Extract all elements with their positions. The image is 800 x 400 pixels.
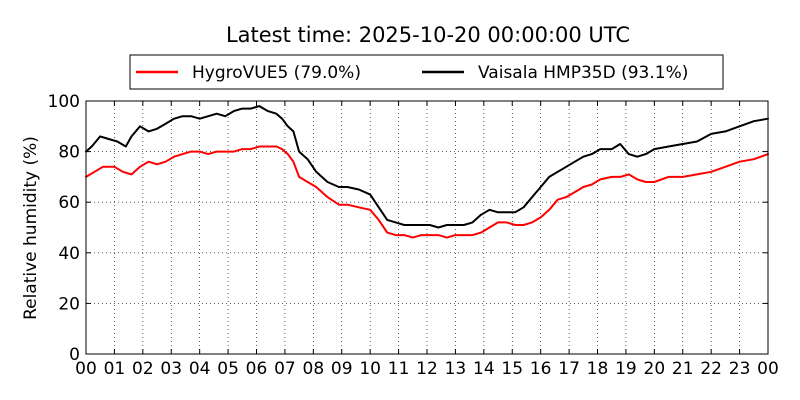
x-tick-label-10: 10 <box>359 359 381 379</box>
x-tick-label-4: 04 <box>189 359 211 379</box>
y-tick-label-3: 60 <box>58 193 80 213</box>
legend-label-hygrovue5: HygroVUE5 (79.0%) <box>192 63 361 83</box>
x-tick-label-5: 05 <box>217 359 239 379</box>
x-tick-label-23: 23 <box>729 359 751 379</box>
legend: HygroVUE5 (79.0%) Vaisala HMP35D (93.1%) <box>129 54 724 90</box>
y-tick-label-4: 80 <box>58 143 80 163</box>
y-tick-label-2: 40 <box>58 244 80 264</box>
x-tick-label-7: 07 <box>274 359 296 379</box>
x-tick-label-24: 00 <box>757 359 779 379</box>
x-tick-label-22: 22 <box>700 359 722 379</box>
x-tick-label-18: 18 <box>587 359 609 379</box>
y-tick-label-5: 100 <box>48 92 80 112</box>
x-tick-label-8: 08 <box>303 359 325 379</box>
x-tick-label-19: 19 <box>615 359 637 379</box>
legend-label-vaisala: Vaisala HMP35D (93.1%) <box>478 63 688 83</box>
x-tick-label-6: 06 <box>246 359 268 379</box>
y-axis-label: Relative humidity (%) <box>21 136 41 320</box>
x-tick-label-2: 02 <box>132 359 154 379</box>
x-tick-label-3: 03 <box>160 359 182 379</box>
y-tick-label-1: 20 <box>58 294 80 314</box>
y-tick-label-0: 0 <box>69 345 80 365</box>
series-line-hygrovue5 <box>85 145 769 239</box>
grid <box>86 101 768 354</box>
axis-ticks: 00 01 02 03 04 05 06 07 08 09 10 11 12 13 14 15 16 17 18 19… <box>48 92 779 379</box>
x-tick-label-21: 21 <box>672 359 694 379</box>
x-tick-label-16: 16 <box>530 359 552 379</box>
x-tick-label-0: 00 <box>75 359 97 379</box>
x-tick-label-12: 12 <box>416 359 438 379</box>
series-line-vaisala-hmp35d <box>85 105 769 229</box>
x-tick-label-9: 09 <box>331 359 353 379</box>
x-tick-label-20: 20 <box>644 359 666 379</box>
x-tick-label-11: 11 <box>388 359 410 379</box>
series-lines <box>85 105 769 239</box>
chart-title: Latest time: 2025-10-20 00:00:00 UTC <box>226 23 630 47</box>
x-tick-label-13: 13 <box>445 359 467 379</box>
plot-frame <box>85 100 769 355</box>
x-tick-label-17: 17 <box>558 359 580 379</box>
x-tick-label-14: 14 <box>473 359 495 379</box>
x-tick-label-1: 01 <box>104 359 126 379</box>
x-tick-label-15: 15 <box>501 359 523 379</box>
